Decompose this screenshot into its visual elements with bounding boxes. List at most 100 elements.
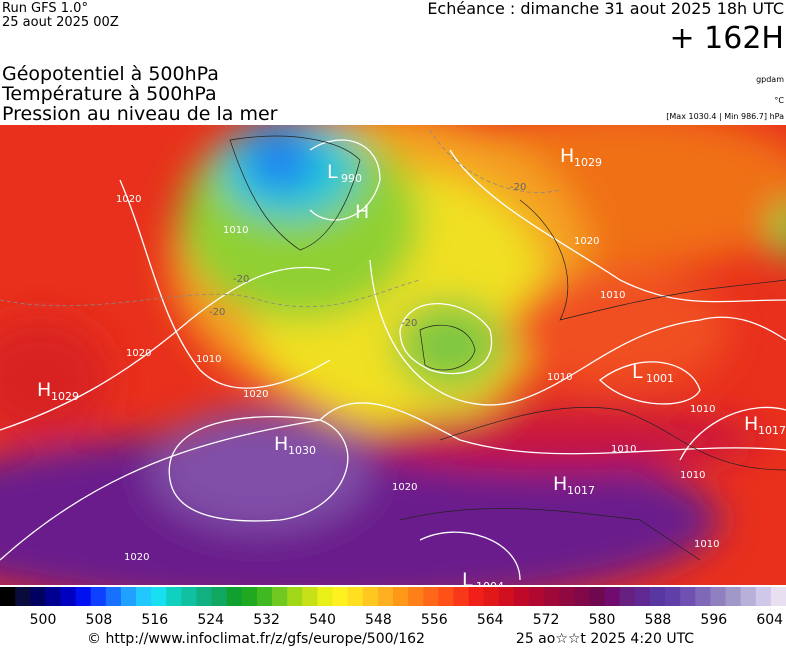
colorbar-swatch (483, 587, 500, 606)
offset: + 162H (670, 21, 785, 56)
colorbar-swatch (740, 587, 757, 606)
contour-label: 1010 (600, 290, 625, 301)
colorbar-label: 588 (645, 612, 672, 628)
colorbar-label: 596 (700, 612, 727, 628)
layer: Pression au niveau de la mer (2, 103, 278, 125)
contour-label: 1020 (574, 236, 599, 247)
run-date: 25 aout 2025 00Z (2, 15, 119, 30)
contour-label: 1020 (126, 348, 151, 359)
colorbar-label: 508 (86, 612, 113, 628)
colorbar-swatch (347, 587, 364, 606)
colorbar-swatch (241, 587, 258, 606)
contour-label: -20 (401, 318, 417, 329)
colorbar-swatch (302, 587, 318, 606)
colorbar-swatch (649, 587, 666, 606)
center-type: L (462, 569, 473, 591)
colorbar-swatch (226, 587, 243, 606)
colorbar-swatch (498, 587, 515, 606)
center-type: H (553, 473, 567, 495)
colorbar-swatch (665, 587, 681, 606)
colorbar-swatch (256, 587, 273, 606)
colorbar-swatch (377, 587, 394, 606)
contour-label: 1020 (392, 482, 417, 493)
colorbar-swatch (151, 587, 167, 606)
contour-label: 1010 (680, 470, 705, 481)
colorbar-swatch (272, 587, 288, 606)
contour-label: -20 (209, 307, 225, 318)
colorbar-swatch (544, 587, 560, 606)
center-type: H (744, 413, 758, 435)
contour-label: -20 (510, 182, 526, 193)
center-type: H (560, 145, 574, 167)
colorbar-swatch (120, 587, 137, 606)
colorbar-label: 564 (477, 612, 504, 628)
colorbar-swatch (529, 587, 545, 606)
colorbar-label: 556 (421, 612, 448, 628)
colorbar-swatch (559, 587, 575, 606)
colorbar-swatch (725, 587, 742, 606)
colorbar-swatch (75, 587, 92, 606)
colorbar-label: 572 (533, 612, 560, 628)
colorbar-swatch (574, 587, 590, 606)
contour-labels: 1020 1010 1020 1010 1020 1010 1020 1010 1010 1010… (116, 182, 719, 563)
echeance: Echéance : dimanche 31 aout 2025 18h UTC (427, 0, 784, 18)
colorbar: 500 508 516 524 532 540 548 556 564 572 580 588 596 6… (0, 587, 786, 628)
colorbar-swatch (90, 587, 107, 606)
colorbar-swatch (695, 587, 711, 606)
colorbar-swatch (680, 587, 696, 606)
colorbar-swatch (755, 587, 772, 606)
center-type: H (355, 201, 369, 223)
colorbar-swatch (196, 587, 213, 606)
colorbar-swatch (362, 587, 379, 606)
map (0, 125, 786, 585)
colorbar-swatch (287, 587, 303, 606)
colorbar-swatch (408, 587, 424, 606)
colorbar-swatch (423, 587, 439, 606)
colorbar-swatch (513, 587, 530, 606)
center-value: 1001 (646, 372, 674, 385)
colorbar-swatch (0, 587, 16, 606)
colorbar-label: 532 (253, 612, 280, 628)
contour-label: 1020 (124, 552, 149, 563)
colorbar-swatch (710, 587, 727, 606)
center-value: 1029 (51, 390, 79, 403)
colorbar-label: 540 (309, 612, 336, 628)
colorbar-swatch (136, 587, 152, 606)
layer: Température à 500hPa (1, 83, 217, 105)
colorbar-swatch (770, 587, 786, 606)
colorbar-swatch (604, 587, 621, 606)
contour-label: 1010 (223, 225, 248, 236)
unit: gpdam (756, 75, 784, 84)
colorbar-swatch (211, 587, 228, 606)
contour-label: 1010 (196, 354, 221, 365)
colorbar-swatch (468, 587, 485, 606)
colorbar-swatch (30, 587, 46, 606)
colorbar-label: 524 (197, 612, 224, 628)
center-value: 1017 (758, 424, 786, 437)
layer: Géopotentiel à 500hPa (2, 63, 219, 85)
colorbar-swatch (105, 587, 122, 606)
colorbar-swatch (60, 587, 77, 606)
colorbar-swatch (453, 587, 470, 606)
run: Run GFS 1.0° (2, 1, 88, 16)
colorbar-swatch (438, 587, 454, 606)
colorbar-swatch (166, 587, 182, 606)
contour-label: 1020 (116, 194, 141, 205)
footer-date: 25 ao☆☆t 2025 4:20 UTC (516, 631, 694, 647)
colorbar-swatch (181, 587, 197, 606)
center-value: 990 (341, 172, 362, 185)
contour-label: 1010 (611, 444, 636, 455)
colorbar-swatch (45, 587, 61, 606)
colorbar-label: 500 (30, 612, 57, 628)
contour-label: 1010 (690, 404, 715, 415)
colorbar-label: 580 (589, 612, 616, 628)
colorbar-label: 604 (756, 612, 783, 628)
colorbar-swatch (634, 587, 651, 606)
unit: °C (774, 96, 784, 105)
contour-label: 1010 (547, 372, 572, 383)
unit: [Max 1030.4 | Min 986.7] hPa (666, 112, 784, 121)
colorbar-swatch (317, 587, 334, 606)
colorbar-swatch (332, 587, 349, 606)
